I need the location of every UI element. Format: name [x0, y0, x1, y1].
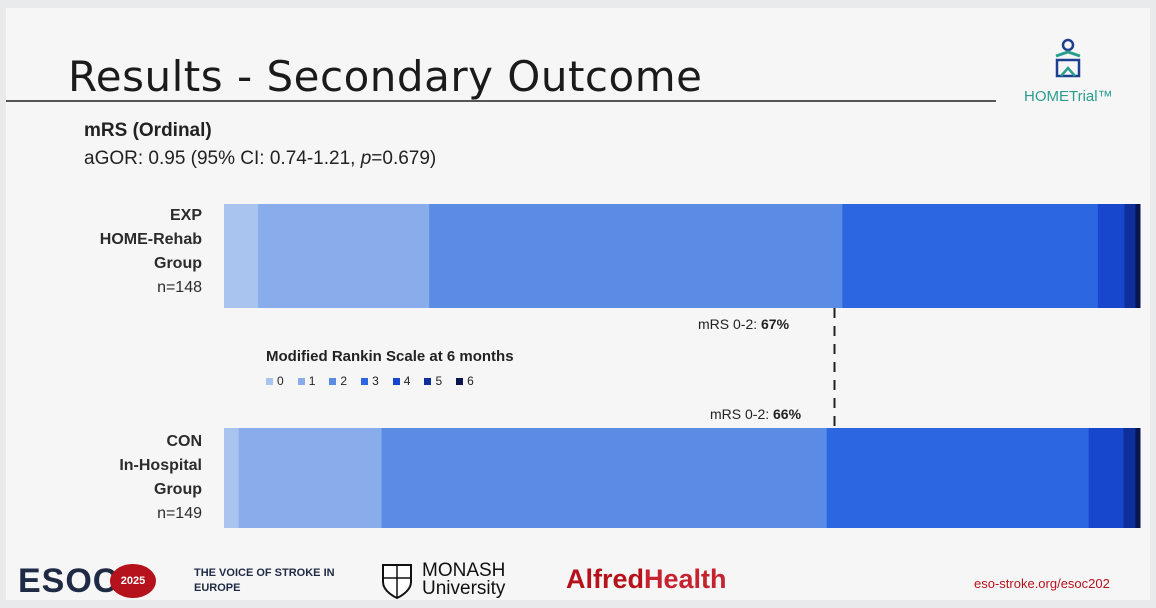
monash-logo-text: MONASH University — [422, 560, 506, 599]
legend-swatch-mrs4 — [392, 377, 400, 385]
bar-segment-con-mrs4 — [1088, 428, 1124, 528]
legend-item-mrs4: 4 — [392, 374, 411, 388]
bar-segment-exp-mrs5 — [1124, 204, 1136, 308]
legend-swatch-mrs2 — [329, 377, 337, 385]
group-exp-line1: EXP — [169, 207, 202, 224]
esoc-logo-text: ESOC — [18, 562, 119, 600]
annotation-con-value: 66% — [773, 406, 802, 422]
bar-segment-exp-mrs2 — [429, 204, 843, 308]
health-part: Health — [644, 564, 727, 594]
bar-segment-exp-mrs6 — [1135, 204, 1141, 308]
group-exp-line3: Group — [154, 255, 202, 272]
group-con-n: n=149 — [157, 505, 202, 522]
bar-segment-exp-mrs1 — [257, 204, 430, 308]
group-exp-n: n=148 — [157, 279, 202, 296]
stats-p: p — [360, 148, 372, 169]
annotation-con-label: mRS 0-2: — [710, 406, 774, 422]
esoc-tagline: THE VOICE OF STROKE IN EUROPE — [194, 567, 335, 594]
group-label-exp: EXP HOME-Rehab Group n=148 — [12, 204, 202, 300]
legend-label-mrs0: 0 — [277, 374, 284, 388]
slide-title: Results - Secondary Outcome — [68, 52, 703, 101]
legend-title: Modified Rankin Scale at 6 months — [266, 348, 514, 365]
legend-swatch-mrs3 — [361, 377, 369, 385]
legend-item-mrs2: 2 — [329, 374, 347, 388]
legend-swatch-mrs0 — [266, 377, 273, 385]
legend-item-mrs6: 6 — [456, 374, 474, 388]
bar-segment-con-mrs1 — [238, 428, 383, 528]
esoc-year-badge: 2025 — [110, 564, 156, 598]
stats-prefix: aGOR: 0.95 (95% CI: 0.74-1.21, — [84, 148, 361, 169]
bar-segment-exp-mrs0 — [224, 204, 259, 308]
mrs-stacked-bar-chart — [224, 204, 1141, 528]
bar-segment-exp-mrs3 — [842, 204, 1099, 308]
annotation-con: mRS 0-2: 66% — [710, 406, 801, 422]
legend-label-mrs1: 1 — [308, 374, 316, 388]
legend-swatch-mrs6 — [456, 377, 464, 385]
legend-item-mrs1: 1 — [297, 374, 316, 388]
legend-item-mrs3: 3 — [361, 374, 379, 388]
monash-line1: MONASH — [422, 560, 506, 581]
legend-label-mrs2: 2 — [340, 374, 348, 388]
group-con-line1: CON — [166, 433, 202, 450]
bar-segment-con-mrs6 — [1135, 428, 1141, 528]
group-con-line2: In-Hospital — [119, 457, 202, 474]
title-divider — [6, 100, 996, 102]
group-con-line3: Group — [154, 481, 202, 498]
legend-item-mrs5: 5 — [424, 374, 442, 388]
legend-swatch-mrs1 — [297, 377, 305, 385]
annotation-exp-value: 67% — [761, 316, 790, 332]
bar-segment-con-mrs0 — [224, 428, 240, 528]
group-label-con: CON In-Hospital Group n=149 — [12, 430, 202, 526]
legend-label-mrs6: 6 — [467, 374, 474, 388]
stats-suffix: =0.679) — [371, 148, 437, 169]
legend-label-mrs3: 3 — [372, 374, 379, 388]
hometrial-logo-text: HOMETrial™ — [1024, 88, 1113, 105]
alfredhealth-logo-text: AlfredHealth — [566, 564, 727, 595]
legend-label-mrs5: 5 — [435, 374, 443, 388]
legend-label-mrs4: 4 — [403, 374, 411, 388]
legend-swatch-mrs5 — [424, 377, 432, 385]
bar-segment-exp-mrs4 — [1097, 204, 1125, 308]
alfred-part: Alfred — [566, 564, 645, 594]
bar-segment-con-mrs3 — [826, 428, 1090, 528]
hometrial-logo-icon — [1055, 38, 1081, 78]
legend-item-mrs0: 0 — [266, 374, 284, 388]
group-exp-line2: HOME-Rehab — [99, 231, 202, 248]
footer: ESOC 2025 THE VOICE OF STROKE IN EUROPE … — [6, 556, 1150, 600]
bar-segment-con-mrs2 — [381, 428, 828, 528]
outcome-subtitle: mRS (Ordinal) — [84, 120, 212, 141]
annotation-exp-label: mRS 0-2: — [698, 316, 762, 332]
bar-segment-con-mrs5 — [1123, 428, 1136, 528]
stats-line: aGOR: 0.95 (95% CI: 0.74-1.21, p=0.679) — [84, 148, 436, 170]
footer-url: eso-stroke.org/esoc202 — [974, 576, 1110, 591]
legend: 0 1 2 3 4 5 6 — [266, 374, 474, 388]
annotation-exp: mRS 0-2: 67% — [698, 316, 789, 332]
monash-line2: University — [422, 578, 506, 599]
monash-crest-icon — [382, 564, 412, 600]
slide: Results - Secondary Outcome HOMETrial™ m… — [6, 8, 1150, 600]
